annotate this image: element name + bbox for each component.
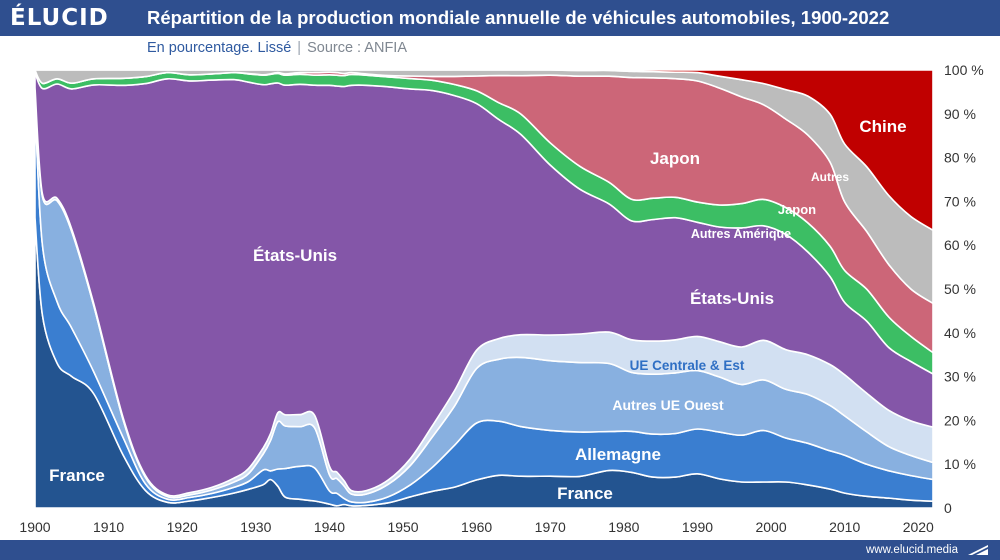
elucid-mark-icon bbox=[968, 545, 988, 555]
subtitle-row: En pourcentage. Lissé | Source : ANFIA bbox=[147, 38, 407, 58]
y-tick-label: 100 % bbox=[944, 62, 984, 78]
y-tick-label: 10 % bbox=[944, 456, 976, 472]
x-tick-label: 1900 bbox=[19, 519, 50, 535]
area-label: France bbox=[49, 466, 105, 485]
subtitle-separator: | bbox=[297, 40, 302, 56]
x-tick-label: 1960 bbox=[461, 519, 492, 535]
x-tick-label: 1990 bbox=[682, 519, 713, 535]
elucid-logo: ÉLUCID bbox=[10, 5, 109, 31]
y-tick-label: 40 % bbox=[944, 325, 976, 341]
footer-url[interactable]: www.elucid.media bbox=[865, 544, 958, 556]
y-tick-label: 0 bbox=[944, 500, 952, 516]
y-tick-label: 50 % bbox=[944, 281, 976, 297]
x-tick-label: 1980 bbox=[608, 519, 639, 535]
area-chine bbox=[34, 69, 934, 231]
chart-subtitle: En pourcentage. Lissé bbox=[147, 40, 292, 56]
area-label: Japon bbox=[778, 202, 816, 217]
stacked-area-chart: 1900 1910 1920 1930 1940 1950 1960 1970 1980 1990… bbox=[19, 62, 983, 535]
area-label: Autres Amérique bbox=[691, 227, 791, 241]
y-tick-label: 80 % bbox=[944, 150, 976, 166]
area-label: UE Centrale & Est bbox=[630, 358, 745, 373]
x-tick-label: 2020 bbox=[903, 519, 934, 535]
area-label: Chine bbox=[859, 117, 906, 136]
chart-source: Source : ANFIA bbox=[307, 40, 408, 56]
x-tick-label: 2000 bbox=[755, 519, 786, 535]
footer-bar: www.elucid.media bbox=[0, 540, 1000, 560]
x-tick-label: 1910 bbox=[93, 519, 124, 535]
area-label: Allemagne bbox=[575, 445, 661, 464]
y-tick-label: 20 % bbox=[944, 412, 976, 428]
x-tick-label: 2010 bbox=[829, 519, 860, 535]
x-tick-label: 1970 bbox=[535, 519, 566, 535]
y-tick-label: 70 % bbox=[944, 193, 976, 209]
y-tick-label: 30 % bbox=[944, 369, 976, 385]
area-label: Autres UE Ouest bbox=[612, 397, 724, 413]
area-label: France bbox=[557, 484, 613, 503]
y-tick-label: 60 % bbox=[944, 237, 976, 253]
header-bar: ÉLUCID Répartition de la production mond… bbox=[0, 0, 1000, 36]
chart-title: Répartition de la production mondiale an… bbox=[147, 7, 890, 28]
y-tick-label: 90 % bbox=[944, 106, 976, 122]
area-label: Autres bbox=[811, 170, 849, 184]
area-label: États-Unis bbox=[690, 289, 774, 308]
x-tick-label: 1940 bbox=[314, 519, 345, 535]
area-labels: Chine Autres Japon Japon Autres Amérique État… bbox=[49, 117, 906, 503]
x-tick-label: 1950 bbox=[387, 519, 418, 535]
axis-ticks: 1900 1910 1920 1930 1940 1950 1960 1970 1980 1990… bbox=[19, 62, 983, 535]
x-tick-label: 1920 bbox=[167, 519, 198, 535]
area-label: États-Unis bbox=[253, 246, 337, 265]
area-label: Japon bbox=[650, 149, 700, 168]
area-layers bbox=[34, 69, 934, 509]
x-tick-label: 1930 bbox=[240, 519, 271, 535]
